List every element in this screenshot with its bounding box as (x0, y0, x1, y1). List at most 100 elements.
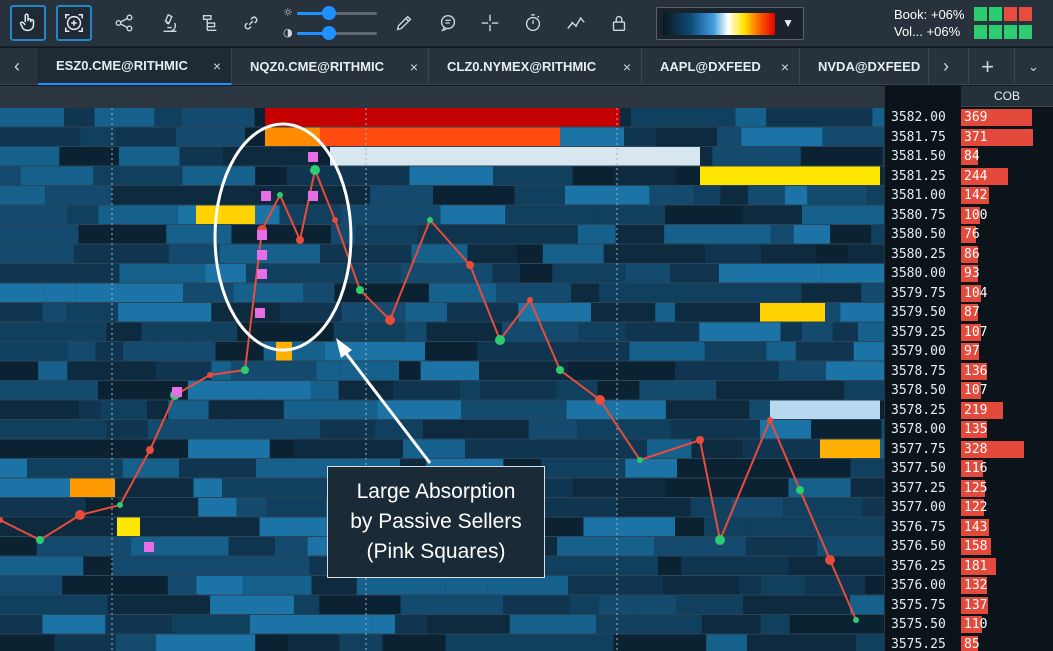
heatmap-cell (171, 615, 250, 634)
close-icon[interactable]: × (212, 57, 221, 74)
heatmap-cell (761, 244, 817, 263)
tab-menu-button[interactable]: ⌄ (1014, 48, 1052, 85)
heatmap-cell (509, 615, 596, 634)
close-icon[interactable]: × (622, 58, 631, 75)
indicators-button[interactable] (558, 5, 594, 41)
timer-button[interactable] (515, 5, 551, 41)
heatmap-cell (761, 147, 801, 166)
heatmap-cell (664, 478, 696, 497)
price-label[interactable]: 3578.75 (891, 363, 946, 379)
zoom-target-button[interactable] (56, 5, 92, 41)
heatmap-cell (629, 342, 705, 361)
heatmap-cell (20, 166, 94, 185)
chevron-down-icon: ▼ (782, 16, 794, 30)
crosshair-button[interactable] (472, 5, 508, 41)
heatmap-cell (269, 439, 294, 458)
microscope-button[interactable] (152, 5, 188, 41)
heatmap-cell (183, 283, 234, 302)
tab-nvda-dxfeed[interactable]: NVDA@DXFEED (800, 48, 929, 85)
tab-esz0-cme-rithmic[interactable]: ESZ0.CME@RITHMIC × (38, 48, 232, 85)
price-label[interactable]: 3579.00 (891, 344, 946, 359)
heatmap-cell (80, 127, 116, 146)
price-label[interactable]: 3577.75 (891, 441, 946, 457)
heatmap-cell (277, 615, 373, 634)
heatmap-cell (568, 361, 676, 380)
price-label[interactable]: 3575.75 (891, 597, 946, 613)
hand-pointer-icon (19, 13, 35, 32)
price-label[interactable]: 3581.25 (891, 168, 946, 184)
tab-aapl-dxfeed[interactable]: AAPL@DXFEED × (642, 48, 800, 85)
heatmap-cell (347, 244, 412, 263)
heatmap-cell (208, 400, 284, 419)
heatmap-cell (392, 381, 460, 400)
heatmap-cell (0, 244, 74, 263)
price-label[interactable]: 3577.00 (891, 500, 946, 515)
heatmap-cell (319, 595, 401, 614)
link-button[interactable] (233, 5, 269, 41)
tab-nqz0-cme-rithmic[interactable]: NQZ0.CME@RITHMIC × (232, 48, 429, 85)
price-label[interactable]: 3577.25 (891, 480, 946, 496)
price-label[interactable]: 3579.25 (891, 324, 946, 340)
price-label[interactable]: 3576.00 (891, 578, 946, 593)
price-label[interactable]: 3577.50 (891, 461, 946, 476)
price-label[interactable]: 3580.75 (891, 207, 946, 223)
tab-scroll-right-button[interactable]: › (929, 48, 963, 85)
layers-button[interactable] (192, 5, 228, 41)
price-label[interactable]: 3582.00 (891, 110, 946, 125)
link-icon (244, 16, 258, 30)
heatmap-cell (274, 537, 308, 556)
heatmap-cell (0, 420, 108, 439)
heatmap-cell (0, 517, 108, 536)
heatmap-cell (320, 420, 376, 439)
draw-button[interactable] (386, 5, 422, 41)
price-label[interactable]: 3576.50 (891, 539, 946, 554)
liquidity-band (820, 439, 880, 458)
price-label[interactable]: 3578.50 (891, 383, 946, 398)
layers-icon (202, 14, 217, 32)
lock-button[interactable] (601, 5, 637, 41)
price-label[interactable]: 3576.25 (891, 558, 946, 574)
heatmap-cell (228, 537, 275, 556)
heatmap-cell (293, 439, 403, 458)
price-label[interactable]: 3579.50 (891, 305, 946, 320)
heatmap-cell (477, 342, 540, 361)
price-label[interactable]: 3581.00 (891, 188, 946, 203)
price-label[interactable]: 3581.75 (891, 129, 946, 145)
cob-bar (961, 362, 987, 380)
tab-label: NVDA@DXFEED (818, 59, 921, 74)
price-label[interactable]: 3580.50 (891, 227, 946, 242)
heatmap-cell (561, 498, 618, 517)
heatmap-gradient-dropdown[interactable]: ▼ (656, 7, 804, 40)
brightness-thumb[interactable] (322, 6, 336, 20)
price-axis[interactable]: 3582.00 3581.75 3581.50 3581.25 3581.00 3580.… (884, 86, 961, 651)
main-toolbar: ☼ ◑ ▼ Book: +06% Vol... +06% (0, 0, 1053, 47)
contrast-thumb[interactable] (322, 26, 336, 40)
price-label[interactable]: 3579.75 (891, 285, 946, 301)
add-tab-button[interactable]: + (968, 48, 1006, 85)
contrast-slider[interactable]: ◑ (283, 26, 379, 40)
heatmap-cell (0, 322, 107, 341)
price-label[interactable]: 3576.75 (891, 519, 946, 535)
pointer-tool-button[interactable] (10, 5, 46, 41)
price-label[interactable]: 3578.00 (891, 422, 946, 437)
absorption-marker (308, 152, 318, 162)
brightness-slider[interactable]: ☼ (283, 6, 379, 20)
cob-bar (961, 109, 1032, 126)
price-label[interactable]: 3580.00 (891, 266, 946, 281)
tab-scroll-left-button[interactable]: ‹ (0, 48, 34, 85)
price-label[interactable]: 3575.50 (891, 617, 946, 632)
plus-icon: + (981, 53, 994, 79)
heatmap-cell (223, 147, 311, 166)
share-button[interactable] (106, 5, 142, 41)
comment-button[interactable] (430, 5, 466, 41)
heatmap-cell (156, 342, 187, 361)
price-label[interactable]: 3575.25 (891, 636, 946, 651)
tab-clz0-nymex-rithmic[interactable]: CLZ0.NYMEX@RITHMIC × (429, 48, 642, 85)
heatmap-cell (420, 361, 480, 380)
price-label[interactable]: 3580.25 (891, 246, 946, 262)
close-icon[interactable]: × (780, 58, 789, 75)
close-icon[interactable]: × (409, 58, 418, 75)
price-label[interactable]: 3578.25 (891, 402, 946, 418)
price-label[interactable]: 3581.50 (891, 149, 946, 164)
heatmap-cell (639, 381, 717, 400)
